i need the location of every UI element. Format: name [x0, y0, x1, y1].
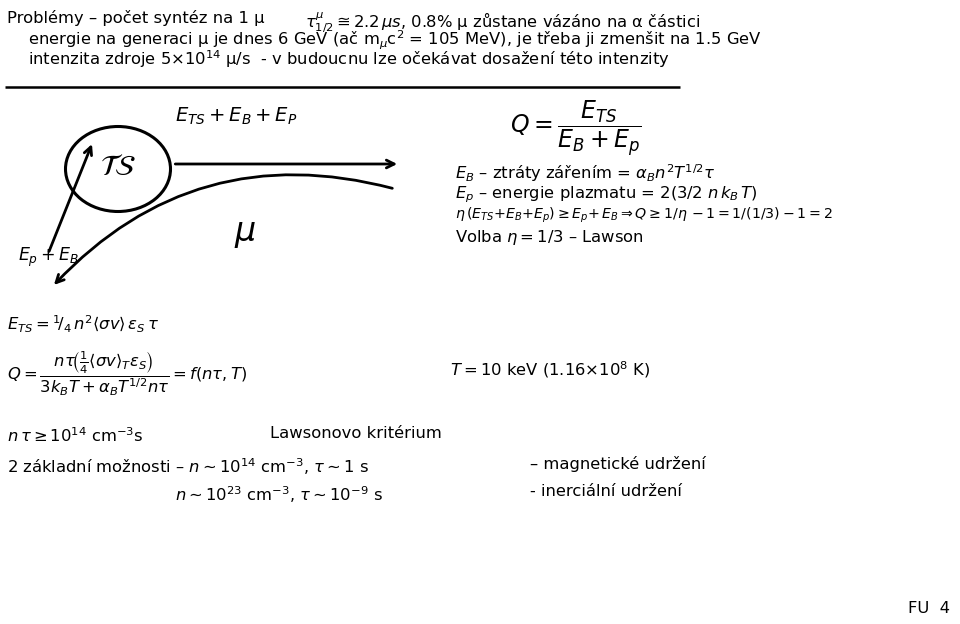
Text: $\tau^{\mu}_{1/2} \cong 2.2\,\mu s$, 0.8% μ zůstane vázáno na α částici: $\tau^{\mu}_{1/2} \cong 2.2\,\mu s$, 0.8…	[305, 10, 700, 35]
Text: 2 základní možnosti – $n \sim 10^{14}$ cm$^{-3}$, $\tau \sim 1$ s: 2 základní možnosti – $n \sim 10^{14}$ c…	[7, 456, 369, 477]
Text: $T = 10$ keV (1.16×10$^{8}$ K): $T = 10$ keV (1.16×10$^{8}$ K)	[450, 359, 650, 379]
Text: Problémy – počet syntéz na 1 μ: Problémy – počet syntéz na 1 μ	[7, 10, 265, 26]
Text: $E_p$ – energie plazmatu = 2(3/2 $n\, k_B\, T$): $E_p$ – energie plazmatu = 2(3/2 $n\, k_…	[455, 184, 757, 205]
Text: – magnetické udržení: – magnetické udržení	[530, 456, 706, 472]
Text: energie na generaci μ je dnes 6 GeV (ač m$_{\mu}$c$^{2}$ = 105 MeV), je třeba ji: energie na generaci μ je dnes 6 GeV (ač …	[28, 29, 762, 52]
Text: $\eta\,(E_{TS}{+}E_B{+}E_p) \geq E_p{+}\, E_B \Rightarrow Q \geq 1/\eta\,-1 = 1/: $\eta\,(E_{TS}{+}E_B{+}E_p) \geq E_p{+}\…	[455, 206, 832, 225]
Text: $Q = \dfrac{E_{TS}}{E_B + E_p}$: $Q = \dfrac{E_{TS}}{E_B + E_p}$	[510, 99, 641, 159]
Text: FU  4: FU 4	[908, 601, 950, 616]
Text: Volba $\eta = 1/3$ – Lawson: Volba $\eta = 1/3$ – Lawson	[455, 228, 644, 247]
Text: $\mathcal{TS}$: $\mathcal{TS}$	[100, 153, 136, 181]
Text: - inerciální udržení: - inerciální udržení	[530, 484, 682, 499]
Text: $E_{TS} = {}^1\!/_4\, n^2 \langle\sigma v\rangle\, \varepsilon_S\, \tau$: $E_{TS} = {}^1\!/_4\, n^2 \langle\sigma …	[7, 314, 159, 335]
Text: $n\,\tau \geq 10^{14}$ cm$^{-3}$s: $n\,\tau \geq 10^{14}$ cm$^{-3}$s	[7, 426, 143, 445]
Text: $\mu$: $\mu$	[234, 218, 256, 250]
Text: $\mathit{E_p + E_B}$: $\mathit{E_p + E_B}$	[18, 245, 79, 268]
Text: $n \sim 10^{23}$ cm$^{-3}$, $\tau \sim 10^{-9}$ s: $n \sim 10^{23}$ cm$^{-3}$, $\tau \sim 1…	[175, 484, 383, 505]
Text: Lawsonovo kritérium: Lawsonovo kritérium	[270, 426, 442, 441]
Text: $E_B$ – ztráty zářením = $\alpha_B n^2 T^{1/2} \tau$: $E_B$ – ztráty zářením = $\alpha_B n^2 T…	[455, 162, 715, 183]
Text: $Q = \dfrac{n\tau\!\left(\frac{1}{4}\langle\sigma v\rangle_T \varepsilon_S\right: $Q = \dfrac{n\tau\!\left(\frac{1}{4}\lan…	[7, 349, 247, 397]
Text: $\mathit{E_{TS} + E_B + E_P}$: $\mathit{E_{TS} + E_B + E_P}$	[175, 105, 298, 127]
Text: intenzita zdroje 5×10$^{14}$ μ/s  - v budoucnu lze očekávat dosažení této intenz: intenzita zdroje 5×10$^{14}$ μ/s - v bud…	[28, 48, 670, 70]
